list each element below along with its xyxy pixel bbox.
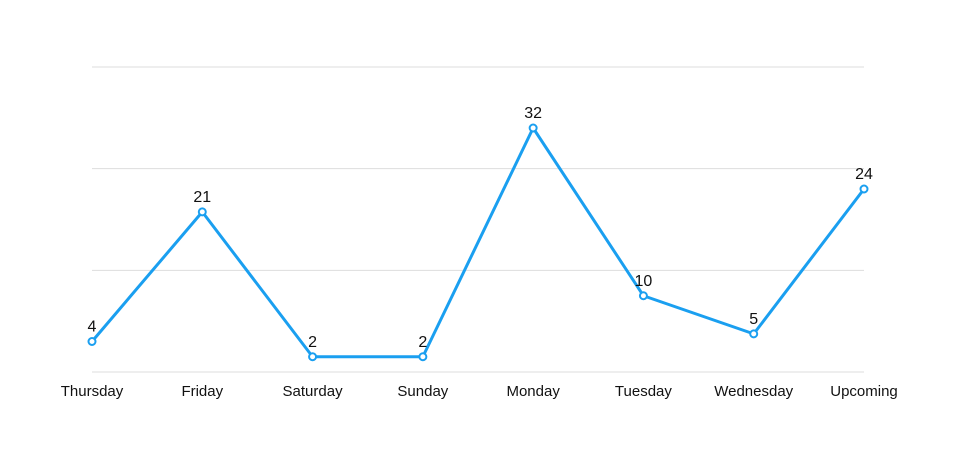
data-point [197,207,207,217]
data-label: 2 [418,334,427,351]
data-label: 4 [88,319,97,336]
data-label: 5 [749,311,758,328]
x-tick-label: Tuesday [615,383,672,400]
x-tick-label: Friday [181,383,223,400]
data-point [749,329,759,339]
x-tick-label: Sunday [397,383,448,400]
x-tick-label: Monday [506,383,560,400]
data-point [528,123,538,133]
data-point [308,352,318,362]
data-label: 2 [308,334,317,351]
x-tick-label: Wednesday [714,383,793,400]
data-label: 10 [635,273,653,290]
series-line [90,126,866,359]
data-label: 21 [193,189,211,206]
data-label: 32 [524,105,542,122]
data-label: 24 [855,166,873,183]
x-tick-label: Saturday [283,383,344,400]
data-point [859,184,869,194]
x-tick-label: Upcoming [830,383,898,400]
x-tick-label: Thursday [61,383,124,400]
data-point [638,291,648,301]
data-point [87,337,97,346]
data-point [418,352,428,362]
